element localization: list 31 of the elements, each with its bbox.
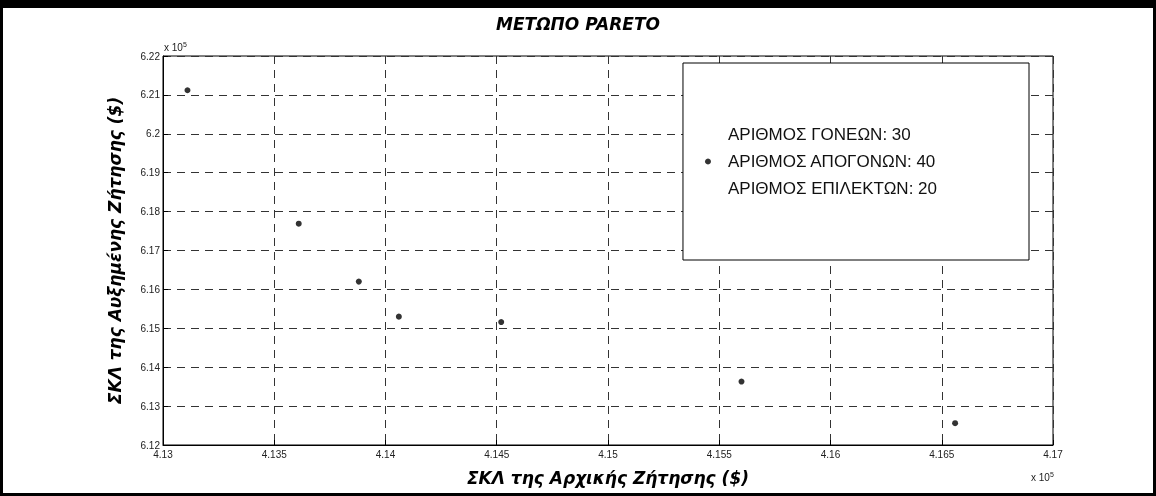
y-tick-label: 6.12	[140, 439, 161, 451]
y-tick-label: 6.21	[140, 89, 161, 101]
x-tick-label: 4.155	[706, 448, 733, 460]
y-tick-label: 6.17	[140, 245, 161, 256]
y-tick-label: 6.14	[140, 361, 161, 373]
point	[295, 220, 302, 227]
chart-title: ΜΕΤΩΠΟ PARETO	[496, 13, 660, 34]
point	[738, 378, 745, 385]
point	[355, 278, 362, 285]
y-axis-title: ΣΚΛ της Αυξημένης Ζήτησης ($)	[104, 96, 125, 405]
point	[952, 420, 959, 427]
x-tick-label: 4.165	[929, 448, 955, 460]
y-tick-label: 6.13	[140, 400, 161, 412]
x-tick-label: 4.17	[1043, 448, 1064, 460]
x-tick-label: 4.15	[598, 448, 619, 460]
y-tick-label: 6.15	[140, 322, 161, 334]
y-tick-label: 6.16	[140, 283, 161, 295]
x-tick-label: 4.145	[484, 448, 510, 460]
x-axis-title: ΣΚΛ της Αρχικής Ζήτησης ($)	[467, 467, 749, 488]
point	[395, 313, 402, 320]
y-tick-label: 6.2	[146, 128, 161, 140]
y-tick-label: 6.22	[140, 50, 161, 62]
point	[184, 87, 191, 94]
legend-label: ΑΡΙΘΜΟΣ ΓΟΝΕΩΝ: 30 ΑΡΙΘΜΟΣ ΑΠΟΓΟΝΩΝ: 40 ΑΡΙΘΜΟΣ ΕΠΙΛΕΚΤΩΝ: 20	[727, 125, 937, 198]
x-tick-label: 4.14	[375, 448, 396, 460]
y-tick-label: 6.19	[140, 167, 161, 179]
x-tick-label: 4.13	[153, 448, 174, 460]
x-tick-label: 4.16	[820, 448, 841, 460]
x-tick-label: 4.135	[261, 448, 288, 460]
y-tick-label: 6.18	[140, 206, 161, 218]
point	[498, 319, 505, 326]
